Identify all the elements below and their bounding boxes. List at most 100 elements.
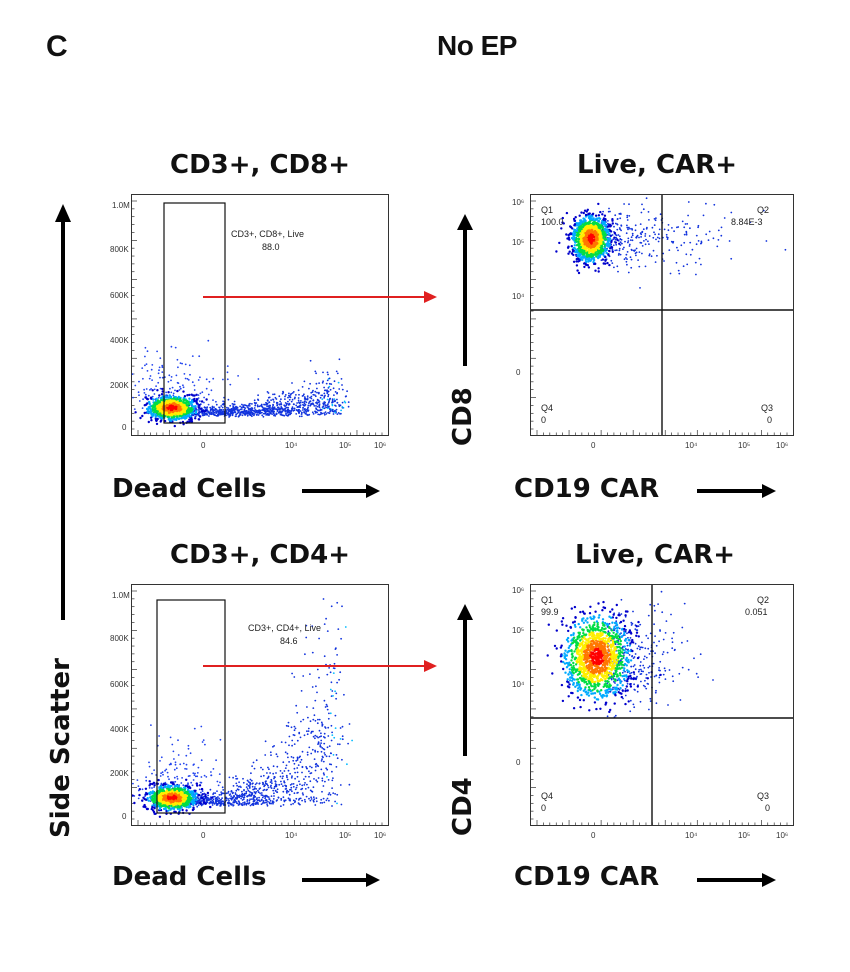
- plot1-svg-event-dot: [307, 414, 309, 417]
- plot1-svg-core-dot: [160, 419, 163, 422]
- plot3-svg-event-dot: [296, 739, 299, 742]
- plot2-svg-event-dot: [645, 197, 648, 200]
- plot1-svg-core-dot: [166, 396, 169, 399]
- plot3-svg-event-dot: [306, 783, 308, 786]
- plot1-svg-event-dot: [199, 400, 201, 403]
- plot1-svg-event-dot: [319, 396, 322, 399]
- plot3-svg-event-dot: [300, 720, 302, 723]
- plot2-svg-event-dot: [749, 221, 752, 224]
- plot2-svg-core-dot: [572, 246, 575, 250]
- plot3-svg-event-dot: [261, 796, 264, 799]
- plot2-svg-event-dot: [646, 226, 648, 229]
- plot3-svg-event-dot: [336, 802, 338, 805]
- plot1-svg-event-dot: [240, 403, 243, 406]
- plot2-svg-core-dot: [589, 225, 592, 228]
- plot2-svg-event-dot: [611, 248, 614, 251]
- plot1-svg-event-dot: [239, 408, 242, 411]
- plot2-svg-event-dot: [648, 243, 650, 245]
- plot1-svg-event-dot: [146, 350, 149, 353]
- plot2-svg-event-dot: [626, 263, 628, 266]
- plot1-ytick: 1.0M: [112, 201, 130, 210]
- plot1-svg-event-dot: [327, 411, 329, 414]
- plot3-svg-event-dot: [304, 788, 307, 790]
- plot3-svg-event-dot: [302, 718, 305, 721]
- plot1-svg-event-dot: [225, 410, 228, 413]
- plot2-svg-event-dot: [627, 241, 629, 244]
- plot3-svg-event-dot: [255, 782, 258, 784]
- plot1-svg-event-dot: [309, 396, 311, 399]
- plot3-svg-event-dot: [339, 727, 342, 729]
- plot1-svg-event-dot: [322, 403, 325, 406]
- plot2-svg-core-dot: [582, 251, 585, 254]
- plot2-q4-value: 0: [541, 415, 547, 425]
- plot1-svg-event-dot: [179, 385, 181, 388]
- plot1-svg-event-dot: [297, 397, 300, 399]
- plot2-svg-event-dot: [680, 244, 683, 247]
- plot1-svg-event-dot: [322, 380, 324, 383]
- plot1-svg-event-dot: [256, 405, 259, 408]
- plot1-svg-event-dot: [148, 377, 151, 380]
- plot2-svg-event-dot: [607, 220, 609, 222]
- plot1-svg-core-dot: [149, 416, 153, 419]
- plot1-svg-event-dot: [300, 413, 303, 415]
- plot1-svg-event-dot: [327, 401, 330, 404]
- plot1-svg-event-dot: [210, 389, 213, 392]
- plot2-svg-event-dot: [682, 265, 685, 268]
- plot2-svg-event-dot: [641, 245, 644, 247]
- plot3-svg-event-dot: [284, 751, 287, 754]
- plot2-svg-core-dot: [608, 237, 612, 240]
- plot1-svg-event-dot: [213, 406, 215, 409]
- plot1-svg-event-dot: [257, 378, 260, 380]
- plot2-svg-event-dot: [613, 225, 615, 228]
- plot3-svg-event-dot: [301, 771, 303, 774]
- plot1-svg-event-dot: [266, 399, 269, 402]
- plot1-svg-event-dot: [227, 407, 230, 409]
- plot1-svg-core-dot: [175, 405, 178, 409]
- plot3-svg-event-dot: [330, 605, 333, 608]
- plot3-svg-event-dot: [218, 797, 220, 800]
- plot1-xtick: 0: [201, 441, 206, 450]
- plot2-svg-event-dot: [625, 253, 628, 256]
- plot1-svg-event-dot: [301, 395, 304, 397]
- plot3-svg-event-dot: [286, 752, 289, 755]
- plot1-svg-event-dot: [269, 408, 271, 411]
- plot1-svg-event-dot: [284, 394, 287, 396]
- plot1-svg-event-dot: [288, 411, 291, 414]
- plot1-svg-event-dot: [291, 406, 294, 408]
- plot2-svg-event-dot: [656, 254, 658, 257]
- plot1-svg-event-dot: [191, 381, 194, 384]
- plot1-svg-event-dot: [232, 403, 235, 406]
- plot1-svg-core-dot: [182, 413, 185, 416]
- plot3-svg-event-dot: [287, 721, 290, 724]
- plot3-svg-event-dot: [299, 736, 302, 739]
- plot3-svg-event-dot: [232, 776, 234, 779]
- plot2-svg-event-dot: [623, 258, 626, 261]
- plot3-svg-event-dot: [267, 784, 269, 787]
- plot3-svg-event-dot: [306, 767, 308, 770]
- plot2-ytick: 10⁵: [512, 238, 525, 247]
- plot1-svg-event-dot: [179, 387, 182, 390]
- plot2-svg-core-dot: [589, 246, 592, 249]
- plot1-svg-event-dot: [266, 405, 268, 408]
- plot3-svg-event-dot: [272, 802, 274, 805]
- plot3-svg-event-dot: [312, 718, 315, 721]
- plot2-svg-event-dot: [695, 234, 698, 237]
- plot2-svg-event-dot: [705, 202, 707, 205]
- plot3-svg-event-dot: [297, 791, 299, 794]
- plot3-svg-event-dot: [269, 781, 272, 783]
- plot1-svg-event-dot: [324, 389, 327, 392]
- plot1-svg-event-dot: [328, 382, 331, 385]
- plot2-svg-core-dot: [604, 237, 607, 240]
- plot3-svg-event-dot: [221, 786, 224, 789]
- plot3-svg-event-dot: [296, 771, 299, 774]
- plot1-svg-event-dot: [320, 413, 322, 415]
- plot2-svg-event-dot: [723, 217, 726, 219]
- plot1-svg-core-dot: [160, 393, 164, 396]
- plot2-svg-core-dot: [584, 258, 587, 262]
- plot1-svg-event-dot: [308, 387, 310, 390]
- plot2-svg-core-dot: [594, 246, 598, 250]
- plot2-svg-event-dot: [689, 241, 692, 244]
- plot2-svg-core-dot: [582, 223, 585, 227]
- plot2-svg-core-dot: [583, 209, 587, 212]
- plot3-svg-event-dot: [220, 798, 222, 801]
